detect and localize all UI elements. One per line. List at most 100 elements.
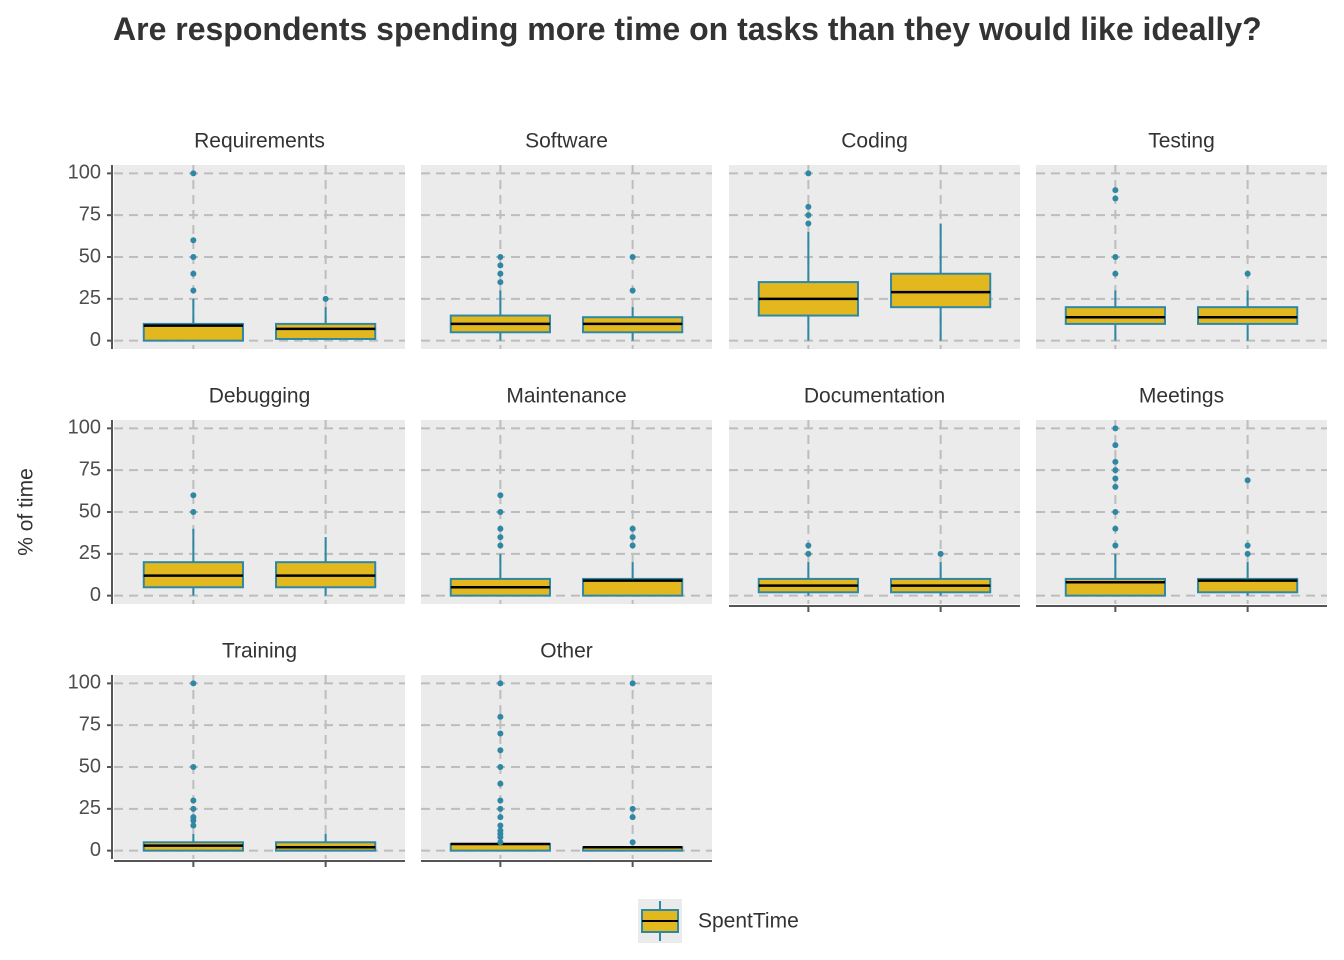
y-tick-label: 100 [68, 672, 101, 694]
outlier [1112, 483, 1119, 490]
outlier [497, 814, 504, 821]
outlier [190, 797, 197, 804]
outlier [497, 713, 504, 720]
outlier [497, 509, 504, 515]
y-tick-label: 0 [90, 584, 101, 606]
outlier [190, 170, 197, 177]
outlier [497, 492, 504, 499]
outlier [497, 797, 504, 804]
outlier [190, 822, 197, 829]
outlier [805, 220, 812, 227]
outlier [1112, 195, 1119, 202]
outlier [805, 542, 812, 549]
outlier [497, 542, 504, 549]
outlier [497, 730, 504, 737]
outlier [497, 270, 504, 277]
outlier [629, 525, 636, 532]
outlier [190, 509, 197, 515]
outlier [190, 805, 197, 812]
outlier [497, 747, 504, 754]
outlier [497, 680, 504, 687]
y-axis-label: % of time [15, 468, 38, 556]
outlier [190, 287, 197, 294]
y-tick-label: 0 [90, 839, 101, 861]
outlier [1112, 270, 1119, 277]
outlier [1244, 477, 1251, 484]
facet-title: Testing [1148, 130, 1215, 153]
outlier [1112, 525, 1119, 532]
outlier [1112, 509, 1119, 515]
outlier [190, 270, 197, 277]
y-tick-label: 50 [79, 500, 101, 522]
facet-title: Debugging [209, 385, 311, 408]
box [582, 577, 684, 597]
outlier [1112, 542, 1119, 549]
facet-title: Training [222, 640, 297, 663]
outlier [190, 237, 197, 244]
box [1197, 577, 1299, 594]
facet-title: Maintenance [506, 385, 626, 408]
outlier [629, 254, 636, 260]
outlier [629, 680, 636, 687]
outlier [497, 839, 504, 846]
facet-title: Meetings [1139, 385, 1224, 408]
outlier [1244, 270, 1251, 277]
facet-title: Requirements [194, 130, 325, 153]
facet-title: Other [540, 640, 593, 663]
box [890, 272, 992, 309]
outlier [190, 814, 197, 821]
outlier [1112, 475, 1119, 482]
y-tick-label: 0 [90, 329, 101, 351]
outlier [497, 764, 504, 770]
outlier [497, 279, 504, 286]
outlier [937, 550, 944, 557]
outlier [805, 170, 812, 177]
box [1197, 306, 1299, 325]
outlier [1244, 550, 1251, 557]
outlier [1112, 425, 1119, 432]
outlier [629, 287, 636, 294]
outlier [322, 295, 329, 302]
y-tick-label: 50 [79, 755, 101, 777]
y-tick-label: 100 [68, 417, 101, 439]
legend-label: SpentTime [698, 910, 799, 933]
outlier [497, 534, 504, 541]
y-tick-label: 75 [79, 203, 101, 225]
outlier [497, 525, 504, 532]
outlier [497, 822, 504, 829]
outlier [629, 542, 636, 549]
facet-title: Coding [841, 130, 908, 153]
outlier [1112, 254, 1119, 260]
outlier [497, 805, 504, 812]
outlier [1112, 442, 1119, 449]
box [142, 322, 244, 342]
outlier [190, 254, 197, 260]
outlier [497, 827, 504, 834]
chart-title: Are respondents spending more time on ta… [113, 11, 1262, 47]
outlier [629, 534, 636, 541]
outlier [1244, 542, 1251, 549]
y-tick-label: 25 [79, 542, 101, 564]
outlier [629, 814, 636, 821]
y-tick-label: 25 [79, 797, 101, 819]
outlier [805, 550, 812, 557]
outlier [629, 839, 636, 846]
outlier [1112, 187, 1119, 194]
y-tick-label: 75 [79, 458, 101, 480]
facet-title: Documentation [804, 385, 945, 408]
outlier [190, 764, 197, 770]
box [1064, 306, 1166, 325]
y-tick-label: 100 [68, 162, 101, 184]
y-tick-label: 75 [79, 713, 101, 735]
outlier [497, 780, 504, 787]
facet-title: Software [525, 130, 608, 153]
outlier [497, 254, 504, 260]
outlier [190, 492, 197, 499]
outlier [805, 212, 812, 219]
y-tick-label: 25 [79, 287, 101, 309]
outlier [190, 680, 197, 687]
outlier [1112, 458, 1119, 465]
outlier [497, 262, 504, 269]
outlier [1112, 467, 1119, 474]
